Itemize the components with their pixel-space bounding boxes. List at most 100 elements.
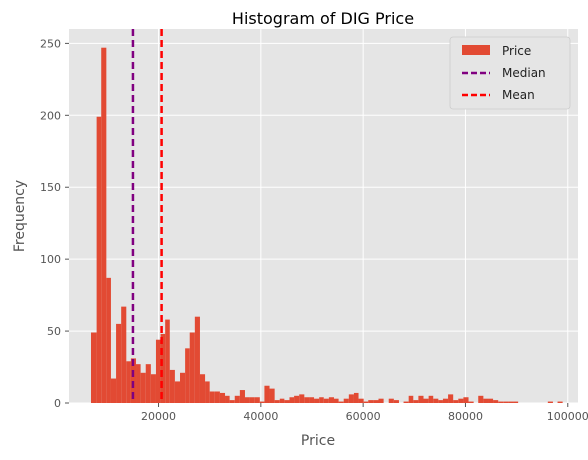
histogram-bar (338, 401, 344, 403)
histogram-bar (478, 395, 484, 403)
histogram-bar (508, 401, 514, 403)
histogram-bar (488, 398, 494, 403)
histogram-bar (289, 397, 295, 403)
histogram-bar (225, 395, 230, 403)
histogram-bar (547, 401, 553, 403)
histogram-bar (294, 395, 300, 403)
histogram-bar (314, 398, 320, 403)
histogram-bar (363, 401, 369, 403)
histogram-bar (503, 401, 509, 403)
histogram-bar (264, 385, 270, 403)
legend-swatch-price (462, 45, 490, 55)
histogram-bar (259, 401, 265, 403)
y-tick-label: 0 (54, 397, 61, 410)
histogram-bar (448, 394, 454, 403)
histogram-bar (403, 401, 409, 403)
x-axis-ticks: 20000 40000 60000 80000 100000 (141, 403, 588, 423)
histogram-bar (96, 116, 102, 403)
histogram-bar (269, 388, 275, 403)
histogram-bar (234, 395, 240, 403)
histogram-bar (249, 397, 255, 403)
y-axis-label: Frequency (12, 180, 28, 252)
histogram-bar (483, 398, 489, 403)
histogram-bar (189, 332, 195, 403)
histogram-bar (373, 400, 379, 403)
histogram-bar (254, 397, 260, 403)
histogram-bar (498, 401, 504, 403)
x-tick-label: 40000 (243, 410, 278, 423)
y-axis-ticks: 0 50 100 150 200 250 (40, 37, 69, 410)
histogram-bar (116, 323, 122, 403)
histogram-bar (145, 364, 151, 403)
histogram-bar (130, 358, 137, 403)
legend-label-mean: Mean (502, 88, 535, 102)
histogram-bar (279, 398, 285, 403)
histogram-bar (513, 401, 519, 403)
histogram-bar (239, 390, 245, 403)
histogram-bar (468, 401, 474, 403)
histogram-bar (323, 398, 329, 403)
histogram-bar (299, 394, 305, 403)
histogram-bar (358, 398, 364, 403)
histogram-bar (368, 400, 374, 403)
histogram-bar (106, 277, 111, 403)
histogram-bar (333, 398, 339, 403)
histogram-bar (393, 400, 399, 403)
histogram-bar (214, 391, 220, 403)
histogram-bar (428, 395, 434, 403)
histogram-bar (169, 369, 175, 403)
x-tick-label: 20000 (141, 410, 176, 423)
histogram-bar (328, 397, 334, 403)
histogram-bar (185, 348, 190, 403)
histogram-bar (165, 319, 170, 403)
histogram-bar (90, 332, 97, 403)
histogram-bar (442, 398, 449, 403)
legend-label-median: Median (502, 66, 546, 80)
x-tick-label: 100000 (547, 410, 588, 423)
histogram-bar (155, 339, 161, 403)
histogram-bar (388, 398, 394, 403)
histogram-bar (348, 394, 354, 403)
x-tick-label: 80000 (448, 410, 483, 423)
x-axis-label: Price (301, 433, 335, 449)
histogram-bar (229, 400, 235, 403)
histogram-bar (140, 372, 146, 403)
legend: Price Median Mean (449, 36, 571, 110)
histogram-bar (353, 392, 359, 403)
histogram-bar (194, 316, 200, 403)
histogram-bar (304, 397, 310, 403)
legend-label-price: Price (502, 44, 531, 58)
y-tick-label: 250 (40, 37, 61, 50)
histogram-bar (438, 400, 443, 403)
histogram-bar (274, 400, 280, 403)
histogram-bar (160, 333, 166, 403)
histogram-bar (408, 395, 414, 403)
histogram-bar (150, 374, 156, 403)
histogram-bar (557, 401, 563, 403)
x-tick-label: 60000 (346, 410, 381, 423)
histogram-bar (453, 400, 459, 403)
histogram-bar (413, 400, 419, 403)
histogram-bar (493, 400, 499, 403)
histogram-bar (244, 397, 250, 403)
chart-title: Histogram of DIG Price (232, 9, 414, 28)
histogram-bar (110, 378, 117, 403)
histogram-bar (463, 397, 469, 403)
histogram-bar (219, 392, 226, 403)
histogram-bar (458, 398, 464, 403)
histogram-bar (174, 381, 181, 403)
histogram-bar (284, 400, 290, 403)
y-tick-label: 150 (40, 181, 61, 194)
histogram-bar (101, 47, 107, 403)
histogram-bars (90, 47, 563, 403)
histogram-bar (319, 397, 324, 403)
histogram-bar (423, 398, 429, 403)
y-tick-label: 200 (40, 109, 61, 122)
y-tick-label: 50 (47, 325, 61, 338)
histogram-bar (343, 398, 349, 403)
histogram-bar (209, 391, 215, 403)
histogram-bar (136, 364, 141, 403)
y-tick-label: 100 (40, 253, 61, 266)
